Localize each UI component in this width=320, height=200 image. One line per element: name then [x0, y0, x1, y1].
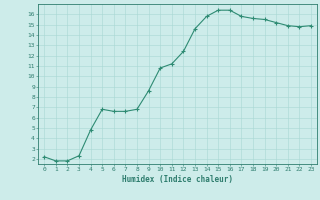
X-axis label: Humidex (Indice chaleur): Humidex (Indice chaleur)	[122, 175, 233, 184]
